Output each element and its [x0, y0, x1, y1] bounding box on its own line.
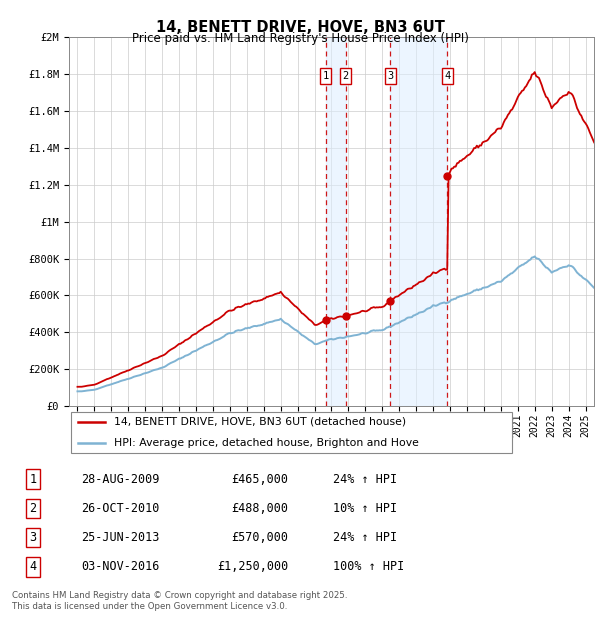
Text: £465,000: £465,000	[231, 472, 288, 485]
Text: 4: 4	[444, 71, 451, 81]
Text: 1: 1	[323, 71, 329, 81]
Text: HPI: Average price, detached house, Brighton and Hove: HPI: Average price, detached house, Brig…	[114, 438, 419, 448]
Text: 24% ↑ HPI: 24% ↑ HPI	[333, 531, 397, 544]
Text: £488,000: £488,000	[231, 502, 288, 515]
Text: 2: 2	[343, 71, 349, 81]
Text: 14, BENETT DRIVE, HOVE, BN3 6UT (detached house): 14, BENETT DRIVE, HOVE, BN3 6UT (detache…	[114, 417, 406, 427]
Text: 25-JUN-2013: 25-JUN-2013	[81, 531, 160, 544]
Bar	[391, 37, 448, 406]
Text: Price paid vs. HM Land Registry's House Price Index (HPI): Price paid vs. HM Land Registry's House …	[131, 32, 469, 45]
Text: 2: 2	[29, 502, 37, 515]
Text: 14, BENETT DRIVE, HOVE, BN3 6UT: 14, BENETT DRIVE, HOVE, BN3 6UT	[155, 20, 445, 35]
Text: 03-NOV-2016: 03-NOV-2016	[81, 560, 160, 574]
Text: Contains HM Land Registry data © Crown copyright and database right 2025.
This d: Contains HM Land Registry data © Crown c…	[12, 590, 347, 611]
Text: 28-AUG-2009: 28-AUG-2009	[81, 472, 160, 485]
Text: 26-OCT-2010: 26-OCT-2010	[81, 502, 160, 515]
Text: £1,250,000: £1,250,000	[217, 560, 288, 574]
Text: 10% ↑ HPI: 10% ↑ HPI	[333, 502, 397, 515]
Bar	[326, 37, 346, 406]
Text: 24% ↑ HPI: 24% ↑ HPI	[333, 472, 397, 485]
Text: 3: 3	[29, 531, 37, 544]
Text: 3: 3	[388, 71, 394, 81]
Text: 100% ↑ HPI: 100% ↑ HPI	[333, 560, 404, 574]
Text: 1: 1	[29, 472, 37, 485]
FancyBboxPatch shape	[71, 412, 512, 453]
Text: 4: 4	[29, 560, 37, 574]
Text: £570,000: £570,000	[231, 531, 288, 544]
